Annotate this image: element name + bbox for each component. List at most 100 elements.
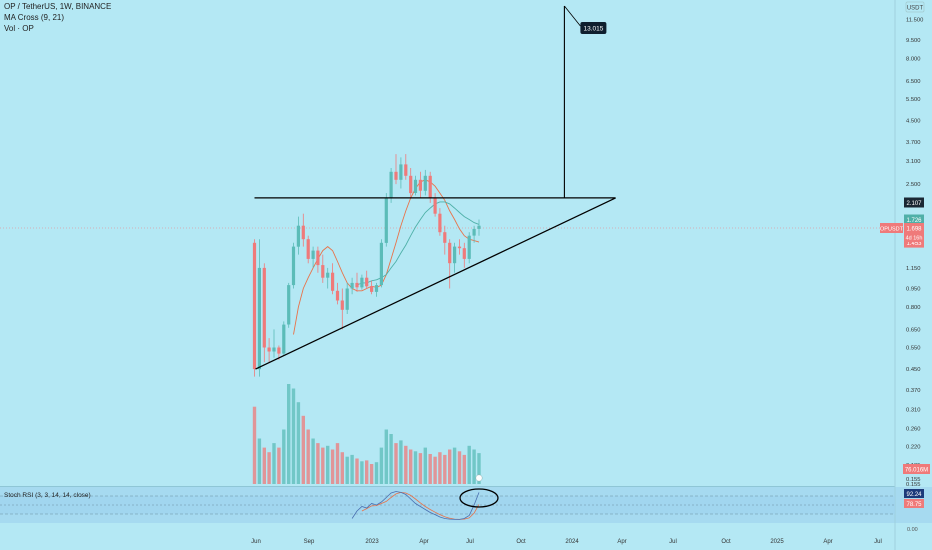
price-tick: 0.950 (906, 287, 921, 293)
price-tick: 9.500 (906, 38, 921, 44)
candle-body (340, 300, 344, 310)
candle-body (335, 290, 340, 301)
last-price: 1.698 (906, 226, 922, 232)
volume-bar (457, 451, 462, 484)
price-tick: 2.500 (906, 182, 921, 188)
candle-body (428, 175, 432, 198)
candle-body (379, 242, 383, 286)
candle-body (418, 179, 422, 191)
candle-body (360, 277, 364, 288)
volume-bar (379, 447, 384, 484)
price-tick: 4.500 (906, 119, 921, 125)
rsi-d-box (904, 499, 924, 508)
candle-body (287, 285, 291, 325)
ma-slow-line (356, 201, 480, 286)
price-tick: 0.310 (906, 407, 921, 413)
volume-bar (413, 451, 418, 484)
candle-body (462, 248, 466, 259)
candle-body (345, 288, 349, 310)
ma-slow-price-tag: 1.726 (906, 218, 922, 224)
target-label-box (580, 22, 607, 34)
volume-bar (282, 429, 286, 484)
price-tick: 0.370 (906, 388, 921, 394)
volume-bar (335, 443, 340, 484)
time-tick: Jul (669, 539, 677, 545)
price-tick: 1.150 (906, 266, 921, 272)
candle-body (438, 213, 442, 233)
candle-body (477, 225, 481, 229)
price-tick: 0.450 (906, 367, 921, 373)
volume-bar (374, 462, 379, 484)
price-tick: 0.800 (906, 305, 921, 311)
candle-body (394, 171, 398, 180)
time-tick: Sep (304, 539, 315, 545)
volume-bar (389, 434, 393, 484)
time-tick: 2024 (565, 539, 579, 545)
time-axis: Jun Sep 2023 Apr Jul Oct 2024 Apr Jul Oct 2025 Apr J… (251, 539, 882, 545)
price-tick: 0.155 (906, 477, 921, 483)
volume-bar (321, 447, 325, 484)
last-price-box (904, 223, 924, 242)
chart-title: OP / TetherUS, 1W, BINANCE (4, 2, 112, 11)
candle-body (301, 225, 305, 240)
time-tick: Apr (823, 539, 832, 545)
candle-body (272, 347, 276, 352)
volume-bar (291, 388, 296, 484)
candle-body (311, 250, 315, 259)
candles (252, 154, 481, 377)
volume-bar (452, 447, 457, 484)
candle-body (457, 246, 462, 249)
volume-bar (360, 461, 364, 484)
candle-body (291, 246, 296, 286)
volume-tag-box (903, 464, 930, 474)
ma-fast-price-tag: 1.453 (906, 241, 922, 247)
candle-body (443, 232, 447, 243)
stoch-rsi-label: Stoch RSI (3, 3, 14, 14, close) (4, 492, 91, 499)
candle-body (277, 347, 281, 354)
time-tick: Jun (251, 539, 261, 545)
candle-body (370, 286, 374, 292)
volume-bar (330, 449, 335, 484)
ma-fast-price-tag-box (904, 237, 924, 248)
candle-body (467, 235, 471, 259)
moving-averages (293, 179, 480, 335)
candle-body (321, 265, 325, 278)
volume-indicator-label: Vol · OP (4, 24, 34, 33)
candle-body (326, 272, 330, 278)
candle-body (257, 267, 261, 370)
volume-bar (443, 454, 447, 484)
currency-label: USDT (907, 6, 924, 12)
volume-bars (252, 384, 481, 484)
price-tick: 6.500 (906, 79, 921, 85)
candle-body (404, 164, 408, 176)
volume-bar (267, 452, 271, 484)
drawn-lines: 13.015 (254, 5, 616, 370)
rsi-d-label: 78.75 (906, 502, 922, 508)
candle-body (350, 282, 354, 289)
rsi-band (0, 496, 895, 514)
volume-bar (423, 447, 427, 484)
volume-bar (345, 456, 349, 484)
candle-body (453, 246, 457, 264)
candle-body (413, 179, 418, 193)
symbol-tag: OPUSDT (880, 226, 904, 232)
lightning-icon (475, 474, 483, 482)
time-tick: Apr (617, 539, 626, 545)
volume-bar (316, 443, 320, 484)
candle-body (282, 324, 286, 354)
candle-body (331, 272, 335, 291)
volume-bar (467, 445, 471, 484)
price-tick: 0.260 (906, 426, 921, 432)
volume-bar (462, 454, 466, 484)
volume-bar (409, 449, 413, 484)
price-tick: 11.500 (906, 17, 923, 23)
time-tick: Jul (874, 539, 882, 545)
volume-bar (438, 452, 442, 484)
countdown: 4d 16h (906, 236, 923, 242)
ascending-trendline (255, 197, 616, 370)
candle-body (365, 277, 369, 287)
candle-body (355, 282, 359, 288)
volume-bar (404, 445, 408, 484)
price-tick: 0.155 (906, 482, 921, 488)
